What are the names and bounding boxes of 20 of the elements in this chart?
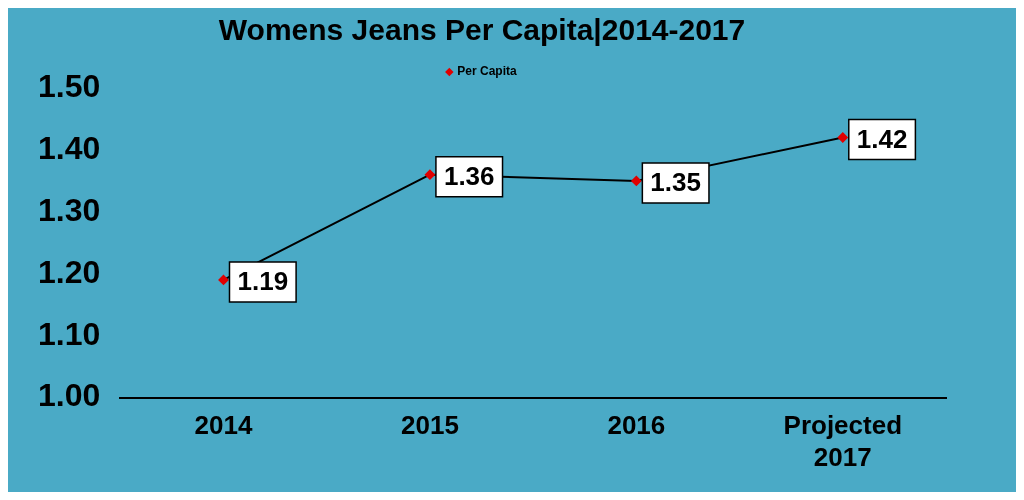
x-tick-label: 2014 [194,410,253,441]
point [631,175,642,186]
x-tick-label: 2015 [401,410,459,441]
y-tick-label: 1.30 [38,191,101,228]
point [424,169,435,180]
chart-title: Womens Jeans Per Capita|2014-2017 [218,13,746,47]
data-label: 1.35 [650,167,701,198]
data-label: 1.36 [443,160,495,191]
data-label: 1.19 [237,266,289,297]
y-tick-label: 1.20 [38,253,101,290]
y-tick-label: 1.40 [38,129,101,166]
legend-label: Per Capita [457,64,517,79]
data-label: 1.42 [856,123,908,154]
y-tick-label: 1.00 [38,377,101,414]
y-tick-label: 1.50 [38,67,101,104]
y-tick-label: 1.10 [38,315,101,352]
point [218,274,229,285]
x-tick-label: Projected 2017 [783,410,903,472]
x-tick-label: 2016 [607,410,666,441]
point [837,132,848,143]
